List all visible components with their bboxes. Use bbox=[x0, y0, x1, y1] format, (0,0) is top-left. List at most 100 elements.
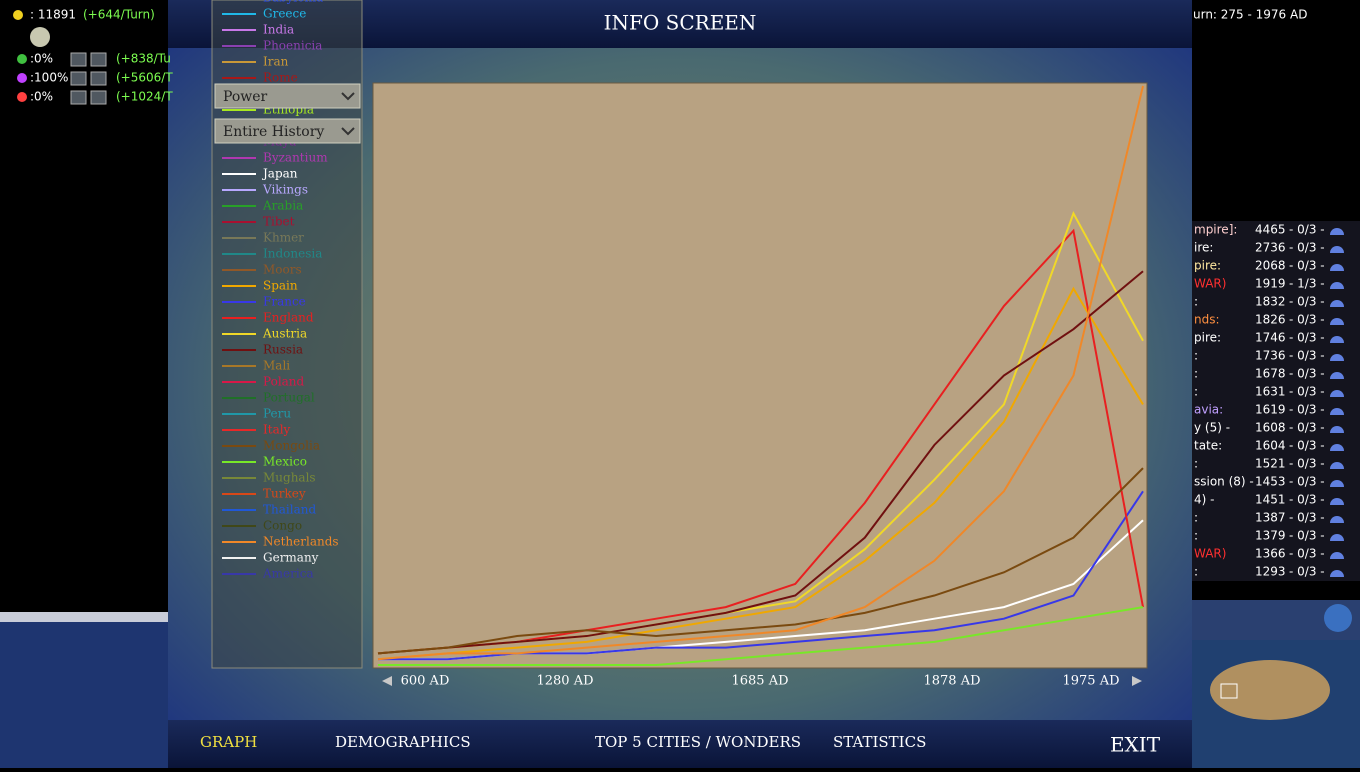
status-icon bbox=[1330, 372, 1344, 379]
player-label: : bbox=[1194, 511, 1198, 525]
gold-rate: (+644/Turn) bbox=[83, 8, 155, 22]
score-row-bg bbox=[1192, 347, 1360, 365]
x-label: 1280 AD bbox=[536, 674, 593, 689]
score-row-bg bbox=[1192, 239, 1360, 257]
hud-icon bbox=[17, 54, 27, 64]
status-icon bbox=[1330, 282, 1344, 289]
player-status: - 0/3 - bbox=[1289, 457, 1325, 471]
player-score: 1826 bbox=[1255, 313, 1286, 327]
legend-label: Poland bbox=[263, 375, 305, 389]
legend-label: Netherlands bbox=[263, 535, 339, 549]
legend-label: Austria bbox=[262, 327, 307, 341]
score-row-bg bbox=[1192, 365, 1360, 383]
tab[interactable]: GRAPH bbox=[200, 733, 257, 751]
legend-label: Mexico bbox=[263, 455, 307, 469]
score-row-bg bbox=[1192, 401, 1360, 419]
hud-percent: :100% bbox=[30, 71, 68, 85]
legend-label: Italy bbox=[263, 423, 291, 437]
status-icon bbox=[1330, 246, 1344, 253]
minus-button[interactable] bbox=[90, 52, 107, 67]
top-right bbox=[1192, 0, 1360, 30]
legend-label: Portugal bbox=[263, 391, 315, 405]
x-label: 600 AD bbox=[401, 674, 450, 689]
score-row-bg bbox=[1192, 455, 1360, 473]
player-label: : bbox=[1194, 565, 1198, 579]
player-score: 1521 bbox=[1255, 457, 1286, 471]
player-label: : bbox=[1194, 349, 1198, 363]
player-score: 1379 bbox=[1255, 529, 1286, 543]
player-score: 1678 bbox=[1255, 367, 1286, 381]
player-label: nds: bbox=[1194, 313, 1220, 327]
player-score: 1387 bbox=[1255, 511, 1286, 525]
legend-label: America bbox=[262, 567, 314, 581]
tab[interactable]: DEMOGRAPHICS bbox=[335, 733, 471, 751]
score-row-bg bbox=[1192, 257, 1360, 275]
player-score: 1366 bbox=[1255, 547, 1286, 561]
gold-icon bbox=[13, 10, 23, 20]
score-row-bg bbox=[1192, 383, 1360, 401]
tab[interactable]: STATISTICS bbox=[833, 733, 926, 751]
title: INFO SCREEN bbox=[604, 11, 757, 35]
status-icon bbox=[1330, 516, 1344, 523]
player-label: avia: bbox=[1194, 403, 1223, 417]
legend-label: Khmer bbox=[263, 231, 304, 245]
minus-button[interactable] bbox=[90, 71, 107, 86]
player-status: - 0/3 - bbox=[1289, 511, 1325, 525]
hud-button[interactable] bbox=[30, 27, 50, 47]
player-status: - 0/3 - bbox=[1289, 259, 1325, 273]
x-label: 1685 AD bbox=[731, 674, 788, 689]
exit-button[interactable]: EXIT bbox=[1110, 733, 1161, 757]
plus-button[interactable] bbox=[70, 52, 87, 67]
player-score: 4465 bbox=[1255, 223, 1286, 237]
hud-percent: :0% bbox=[30, 52, 53, 66]
player-score: 1736 bbox=[1255, 349, 1286, 363]
score-row-bg bbox=[1192, 527, 1360, 545]
plus-button[interactable] bbox=[70, 71, 87, 86]
player-score: 1451 bbox=[1255, 493, 1286, 507]
legend-label: Germany bbox=[263, 551, 319, 565]
graph-type-dropdown[interactable] bbox=[214, 83, 361, 109]
legend-label: Indonesia bbox=[263, 247, 322, 261]
gold: : 11891 bbox=[30, 8, 76, 22]
player-label: : bbox=[1194, 457, 1198, 471]
score-row-bg bbox=[1192, 329, 1360, 347]
status-icon bbox=[1330, 480, 1344, 487]
legend-label: Thailand bbox=[263, 503, 316, 517]
score-row-bg bbox=[1192, 509, 1360, 527]
plus-button[interactable] bbox=[70, 90, 87, 105]
score-row-bg bbox=[1192, 563, 1360, 581]
dropdown-text: Entire History bbox=[223, 124, 324, 140]
time-range-dropdown[interactable] bbox=[214, 118, 361, 144]
hud-icon bbox=[17, 92, 27, 102]
player-status: - 0/3 - bbox=[1289, 475, 1325, 489]
player-status: - 0/3 - bbox=[1289, 223, 1325, 237]
status-icon bbox=[1330, 354, 1344, 361]
status-icon bbox=[1330, 408, 1344, 415]
status-icon bbox=[1330, 570, 1344, 577]
power-line bbox=[377, 270, 1144, 655]
status-icon bbox=[1330, 552, 1344, 559]
hud-percent: :0% bbox=[30, 90, 53, 104]
hud-panel bbox=[0, 620, 168, 768]
player-label: pire: bbox=[1194, 259, 1221, 273]
status-icon bbox=[1330, 264, 1344, 271]
score-row-bg bbox=[1192, 437, 1360, 455]
status-icon bbox=[1330, 462, 1344, 469]
minus-button[interactable] bbox=[90, 90, 107, 105]
power-line bbox=[377, 467, 1144, 655]
hud-edge bbox=[0, 612, 168, 622]
player-label: pire: bbox=[1194, 331, 1221, 345]
globe-button[interactable] bbox=[1324, 604, 1352, 632]
legend-label: Moors bbox=[263, 263, 302, 277]
player-label: : bbox=[1194, 529, 1198, 543]
player-label: WAR) bbox=[1194, 277, 1226, 291]
power-line bbox=[377, 85, 1144, 661]
turn: urn: 275 - 1976 AD bbox=[1193, 8, 1307, 22]
player-label: y (5) - bbox=[1194, 421, 1230, 435]
score-row-bg bbox=[1192, 293, 1360, 311]
footer-bar bbox=[168, 720, 1192, 768]
legend-label: Japan bbox=[261, 167, 298, 181]
tab[interactable]: TOP 5 CITIES / WONDERS bbox=[595, 733, 801, 751]
hud-rate: (+5606/T bbox=[116, 71, 173, 85]
minimap-land bbox=[1210, 660, 1330, 720]
